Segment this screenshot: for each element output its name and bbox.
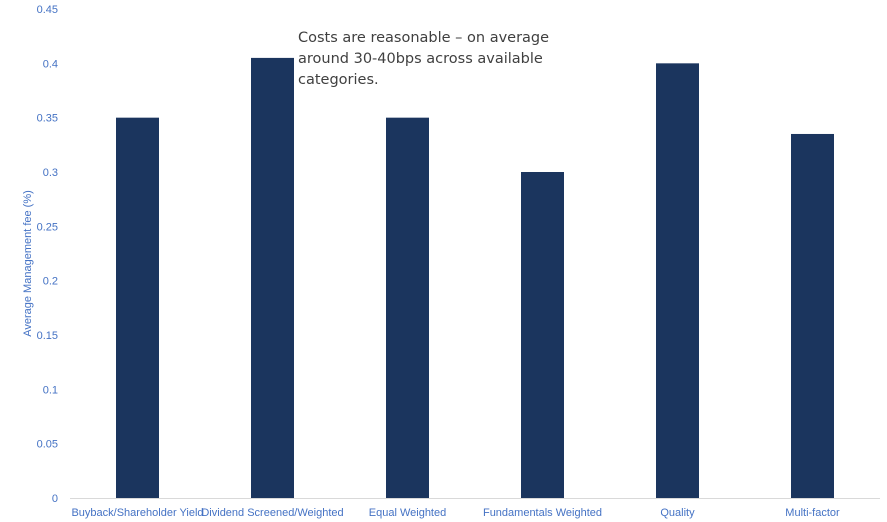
y-tick-label: 0.1 [43,384,58,396]
y-tick-label: 0.45 [37,4,58,16]
chart-annotation: Costs are reasonable – on average around… [298,30,550,88]
y-tick-label: 0 [52,493,58,505]
y-tick-label: 0.3 [43,167,58,179]
y-axis-ticks: 0 0.05 0.1 0.15 0.2 0.25 0.3 0.35 0.4 0.45 [37,4,58,505]
bar [251,57,294,499]
y-tick-label: 0.05 [37,439,58,451]
x-tick-label: Fundamentals Weighted [483,507,602,519]
bar [386,117,429,499]
x-tick-label: Dividend Screened/Weighted [201,507,343,519]
bar [116,117,159,499]
bar [521,172,564,498]
y-tick-label: 0.25 [37,221,58,233]
x-tick-label: Equal Weighted [369,507,446,519]
x-tick-label: Quality [660,507,695,519]
y-axis-title: Average Management fee (%) [22,190,34,337]
bar [656,63,699,498]
bar [791,133,834,498]
bars-group [116,57,834,499]
y-tick-label: 0.4 [43,58,58,70]
y-tick-label: 0.15 [37,330,58,342]
x-tick-label: Buyback/Shareholder Yield [71,507,203,519]
y-tick-label: 0.35 [37,113,58,125]
y-axis-title-group: Average Management fee (%) [22,190,34,337]
x-tick-label: Multi-factor [785,507,840,519]
y-tick-label: 0.2 [43,276,58,288]
